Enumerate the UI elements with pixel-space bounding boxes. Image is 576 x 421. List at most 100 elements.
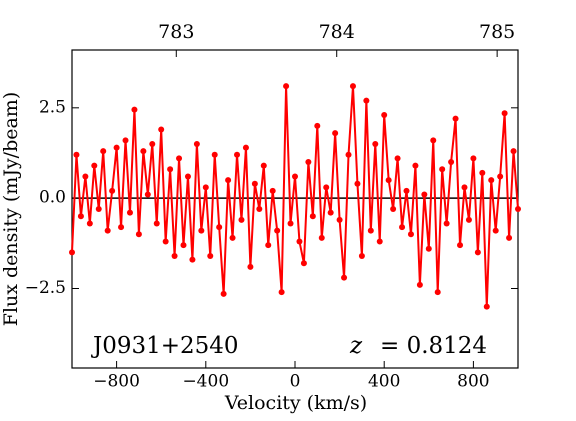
data-point [349,83,356,90]
data-point [358,252,365,259]
data-point [171,252,178,259]
data-point [492,227,499,234]
data-point [149,140,156,147]
data-point [336,216,343,223]
x-tick-label: 800 [457,372,489,392]
data-point [452,115,459,122]
data-point [278,289,285,296]
data-point [292,173,298,180]
data-point [256,206,263,212]
data-point [390,206,397,212]
data-point [412,162,419,169]
data-point [82,173,89,180]
data-point [309,213,316,220]
data-point [300,260,307,267]
data-point [274,227,281,234]
x-tick-label: −400 [182,372,229,392]
data-point [385,177,392,184]
data-point [176,155,183,162]
data-point [73,151,80,158]
data-point [506,234,513,241]
data-point [372,140,379,147]
data-point [242,144,249,151]
data-point [448,159,455,166]
data-point [501,110,508,117]
x2-tick-label: 783 [158,21,194,43]
data-point [354,180,361,187]
data-point [269,187,276,194]
data-point [180,242,187,249]
data-point [220,290,227,297]
data-point [202,184,209,191]
data-point [193,140,200,147]
data-point [225,177,232,184]
data-point [305,159,312,166]
y-tick-label: −2.5 [25,278,66,298]
data-point [198,227,205,234]
y-axis-label: Flux density (mJy/beam) [0,92,22,326]
y-tick-label: 0.0 [39,188,66,208]
data-point [251,180,258,187]
data-point [189,256,196,263]
data-point [403,187,410,194]
data-point [287,220,294,227]
redshift-symbol: z [349,333,363,359]
data-point [126,209,133,216]
data-point [425,245,432,252]
data-point [207,252,214,259]
data-point [234,151,241,158]
data-point [399,224,406,231]
data-point [144,191,151,198]
data-point [216,224,223,231]
data-line [71,85,519,308]
data-point [470,155,477,162]
data-point [283,83,290,90]
data-point [77,213,84,220]
data-point [443,220,450,227]
data-point [260,162,267,169]
x-tick-label: 0 [290,372,301,392]
data-point [265,242,272,249]
data-point [430,137,437,144]
data-point [238,216,245,223]
data-point [439,166,446,173]
data-point [345,151,352,158]
data-point [381,112,388,119]
data-point [465,216,472,223]
data-point [113,144,120,151]
data-point [167,166,174,173]
data-point [416,281,423,288]
data-point [247,263,254,270]
data-point [122,137,129,144]
data-point [140,148,147,155]
redshift-value: = 0.8124 [380,333,487,359]
data-point [483,303,490,310]
data-point [118,224,125,231]
data-point [162,238,169,245]
data-point [184,173,191,180]
data-point [474,249,481,256]
data-point [363,97,370,104]
data-point [376,238,383,245]
data-point [131,106,138,113]
data-point [86,220,93,227]
x-axis-label: Velocity (km/s) [224,392,367,414]
data-point [488,177,495,184]
data-point [153,220,160,227]
x2-tick-label: 785 [479,21,515,43]
data-point [318,234,325,241]
data-point [327,209,334,216]
data-point [100,148,107,155]
data-point [367,227,374,234]
source-name: J0931+2540 [91,333,239,359]
x2-tick-label: 784 [319,21,355,43]
data-point [229,234,236,241]
data-point [434,289,441,296]
data-point [95,206,102,212]
data-point [497,173,504,180]
data-point [135,231,142,238]
y-tick-label: 2.5 [39,97,66,117]
data-point [457,242,464,249]
data-point [515,206,521,212]
